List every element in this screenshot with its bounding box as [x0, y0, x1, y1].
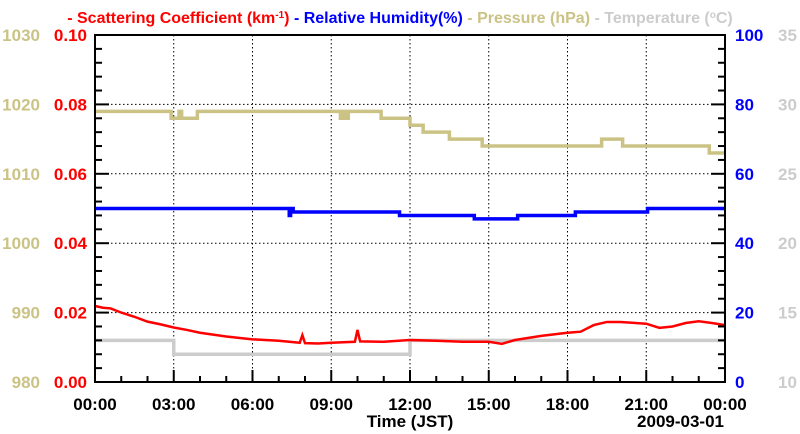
temperature-axis-tick-label: 25 — [778, 165, 797, 184]
pressure-axis-tick-label: 980 — [12, 373, 40, 392]
temperature-axis-tick-label: 15 — [778, 304, 797, 323]
tick-labels: 00:00 03:00 06:00 09:00 12:00 15:00 18:00 21:00… — [2, 26, 797, 414]
x-tick-label: 15:00 — [467, 395, 510, 414]
legend-entry: - Relative Humidity(%) — [290, 10, 463, 27]
pressure-axis-tick-label: 1000 — [2, 234, 40, 253]
temperature-line — [95, 338, 725, 356]
temperature-axis-tick-label: 20 — [778, 234, 797, 253]
x-tick-label: 00:00 — [73, 395, 116, 414]
relative-humidity-line — [95, 206, 725, 221]
pressure-axis-tick-label: 990 — [12, 304, 40, 323]
x-tick-label: 12:00 — [388, 395, 431, 414]
x-axis-label: Time (JST) — [367, 412, 454, 431]
series-group — [94, 109, 726, 356]
axis-ticks — [94, 34, 726, 383]
humidity-axis-tick-label: 80 — [735, 95, 754, 114]
scattering-axis-tick-label: 0.00 — [54, 373, 87, 392]
legend-entry-close: C) — [716, 10, 733, 27]
x-tick-label: 03:00 — [152, 395, 195, 414]
pressure-axis-tick-label: 1020 — [2, 95, 40, 114]
temperature-axis-tick-label: 35 — [778, 26, 797, 45]
humidity-axis-tick-label: 100 — [735, 26, 763, 45]
pressure-axis-tick-label: 1010 — [2, 165, 40, 184]
legend-entry: - Pressure (hPa) — [463, 10, 590, 27]
temperature-axis-tick-label: 30 — [778, 95, 797, 114]
temperature-axis-tick-label: 10 — [778, 373, 797, 392]
humidity-axis-tick-label: 0 — [735, 373, 744, 392]
scattering-axis-tick-label: 0.08 — [54, 95, 87, 114]
date-label: 2009-03-01 — [637, 412, 724, 431]
humidity-axis-tick-label: 60 — [735, 165, 754, 184]
legend-entry-close: ) — [284, 10, 289, 27]
chart-title-legend: - Scattering Coefficient (km-1) - Relati… — [67, 10, 733, 28]
legend-superscript: o — [710, 10, 716, 21]
humidity-axis-tick-label: 40 — [735, 234, 754, 253]
scattering-axis-tick-label: 0.06 — [54, 165, 87, 184]
scattering-coefficient-line — [94, 304, 726, 346]
scattering-axis-tick-label: 0.04 — [54, 234, 88, 253]
legend-entry: - Scattering Coefficient (km — [67, 10, 275, 27]
x-tick-label: 18:00 — [546, 395, 589, 414]
x-tick-label: 00:00 — [703, 395, 746, 414]
legend-superscript: -1 — [275, 10, 284, 21]
scattering-axis-tick-label: 0.10 — [54, 26, 87, 45]
pressure-axis-tick-label: 1030 — [2, 26, 40, 45]
humidity-axis-tick-label: 20 — [735, 304, 754, 323]
scattering-axis-tick-label: 0.02 — [54, 304, 87, 323]
x-tick-label: 21:00 — [625, 395, 668, 414]
x-tick-label: 06:00 — [231, 395, 274, 414]
x-tick-label: 09:00 — [310, 395, 353, 414]
pressure-line — [95, 109, 725, 155]
legend-entry: - Temperature ( — [590, 10, 710, 27]
